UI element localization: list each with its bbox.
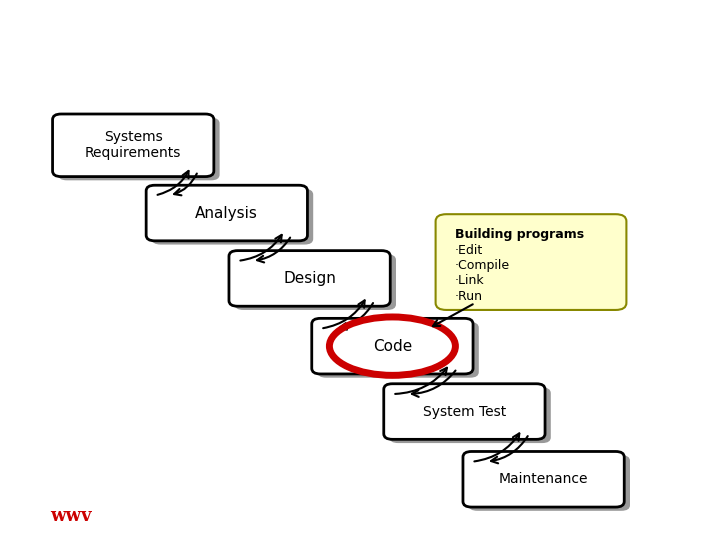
Text: wwv: wwv	[50, 507, 92, 525]
FancyBboxPatch shape	[229, 251, 390, 306]
FancyBboxPatch shape	[235, 254, 396, 310]
Text: Software Development Life Cycle & Code: Software Development Life Cycle & Code	[11, 29, 647, 56]
Text: ·Link: ·Link	[455, 274, 485, 287]
Text: System Test: System Test	[423, 404, 506, 418]
FancyBboxPatch shape	[152, 189, 313, 245]
FancyBboxPatch shape	[463, 451, 624, 507]
FancyBboxPatch shape	[318, 322, 479, 377]
Text: Maintenance: Maintenance	[499, 472, 588, 487]
FancyBboxPatch shape	[384, 384, 545, 440]
Text: Design: Design	[283, 271, 336, 286]
FancyBboxPatch shape	[58, 118, 220, 180]
FancyBboxPatch shape	[146, 185, 307, 241]
Text: Code: Code	[373, 339, 412, 354]
FancyBboxPatch shape	[469, 455, 630, 511]
Text: Analysis: Analysis	[195, 206, 258, 220]
FancyBboxPatch shape	[436, 214, 626, 310]
FancyBboxPatch shape	[312, 319, 473, 374]
Text: ·Edit: ·Edit	[455, 244, 483, 256]
Text: Systems
Requirements: Systems Requirements	[85, 130, 181, 160]
Text: Building programs: Building programs	[455, 228, 584, 241]
FancyBboxPatch shape	[53, 114, 214, 177]
Text: ·Compile: ·Compile	[455, 259, 510, 272]
FancyBboxPatch shape	[390, 388, 551, 443]
Text: ·Run: ·Run	[455, 290, 483, 303]
